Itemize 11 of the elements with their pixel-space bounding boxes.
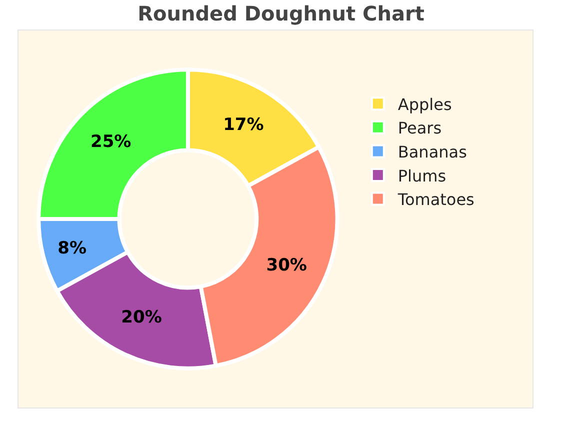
- data-label: 17%: [223, 115, 264, 136]
- data-label: 30%: [266, 255, 307, 276]
- legend-label: Plums: [398, 166, 446, 186]
- data-label: 20%: [121, 308, 162, 328]
- legend-label: Tomatoes: [396, 190, 474, 210]
- legend-label: Apples: [398, 94, 452, 114]
- data-label: 8%: [58, 238, 87, 259]
- data-label: 25%: [90, 132, 132, 152]
- chart-title: Rounded Doughnut Chart: [138, 1, 425, 26]
- legend-label: Pears: [398, 118, 442, 138]
- legend-label: Bananas: [398, 142, 467, 162]
